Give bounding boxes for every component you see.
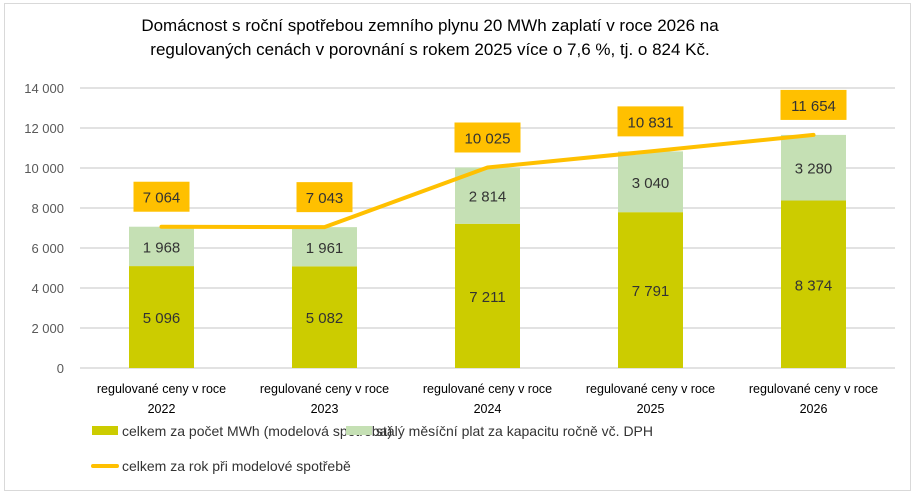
- x-axis: regulované ceny v roce 2022 regulované cen…: [97, 382, 878, 416]
- y-tick-label: 8 000: [31, 201, 64, 216]
- data-label-capacity: 3 040: [632, 175, 670, 192]
- chart-title: Domácnost s roční spotřebou zemního plyn…: [100, 14, 760, 62]
- bar-segment-capacity: [618, 151, 683, 213]
- bar-segment-energy: [129, 266, 194, 368]
- x-tick-label: regulované ceny v roce: [749, 382, 878, 396]
- total-label: 10 025: [465, 131, 511, 148]
- x-tick-label-year: 2023: [311, 402, 339, 416]
- bar-segment-capacity: [129, 226, 194, 267]
- legend-swatch-energy: [92, 426, 118, 435]
- data-label-energy: 7 791: [632, 283, 670, 300]
- chart-title-line: Domácnost s roční spotřebou zemního plyn…: [141, 16, 719, 35]
- data-label-energy: 8 374: [795, 277, 833, 294]
- data-label-capacity: 1 961: [306, 240, 344, 257]
- legend-label-energy: celkem za počet MWh (modelová spotřeba): [122, 423, 392, 439]
- total-label-box: [454, 122, 521, 153]
- legend: celkem za počet MWh (modelová spotřeba)s…: [91, 423, 653, 474]
- x-tick-label-year: 2024: [474, 402, 502, 416]
- bar-segment-energy: [618, 212, 683, 368]
- y-tick-label: 4 000: [31, 281, 64, 296]
- legend-label-capacity: stálý měsíční plat za kapacitu ročně vč.…: [376, 423, 653, 439]
- x-tick-label-year: 2026: [800, 402, 828, 416]
- x-tick-label-year: 2022: [148, 402, 176, 416]
- total-label: 11 654: [791, 98, 836, 115]
- total-label-box: [296, 182, 353, 213]
- x-tick-label: regulované ceny v roce: [586, 382, 715, 396]
- y-tick-label: 0: [57, 361, 64, 376]
- total-label: 7 064: [143, 190, 181, 207]
- bar-segment-energy: [781, 200, 846, 368]
- y-tick-label: 2 000: [31, 321, 64, 336]
- bar-segment-capacity: [292, 227, 357, 267]
- chart-title-line: regulovaných cenách v porovnání s rokem …: [150, 40, 710, 59]
- data-label-capacity: 1 968: [143, 239, 181, 256]
- data-label-capacity: 3 280: [795, 161, 833, 178]
- y-tick-label: 6 000: [31, 241, 64, 256]
- bars: 5 096 1 968 5 082 1 961 7 211 2 814 7 791 3 040…: [129, 134, 846, 368]
- total-label: 10 831: [628, 114, 674, 131]
- total-line: 7 064 7 043 10 025 10 831 11 654: [133, 89, 847, 230]
- bar-segment-energy: [455, 223, 520, 368]
- data-label-capacity: 2 814: [469, 189, 507, 206]
- y-axis: 0 2 000 4 000 6 000 8 000 10 000 12 000 14 000: [24, 81, 64, 376]
- total-label-box: [617, 106, 684, 137]
- total-label: 7 043: [306, 190, 344, 207]
- data-label-energy: 5 096: [143, 310, 181, 327]
- y-tick-label: 10 000: [24, 161, 64, 176]
- y-tick-label: 14 000: [24, 81, 64, 96]
- bar-segment-capacity: [781, 134, 846, 201]
- data-label-energy: 5 082: [306, 310, 344, 327]
- y-tick-label: 12 000: [24, 121, 64, 136]
- x-tick-label-year: 2025: [637, 402, 665, 416]
- legend-label-total: celkem za rok při modelové spotřebě: [122, 458, 351, 474]
- data-label-energy: 7 211: [469, 289, 505, 306]
- x-tick-label: regulované ceny v roce: [97, 382, 226, 396]
- x-tick-label: regulované ceny v roce: [423, 382, 552, 396]
- legend-swatch-capacity: [346, 426, 372, 435]
- total-label-box: [133, 181, 190, 212]
- total-label-box: [780, 89, 847, 120]
- x-tick-label: regulované ceny v roce: [260, 382, 389, 396]
- total-line-path: [159, 132, 816, 230]
- bar-segment-energy: [292, 266, 357, 368]
